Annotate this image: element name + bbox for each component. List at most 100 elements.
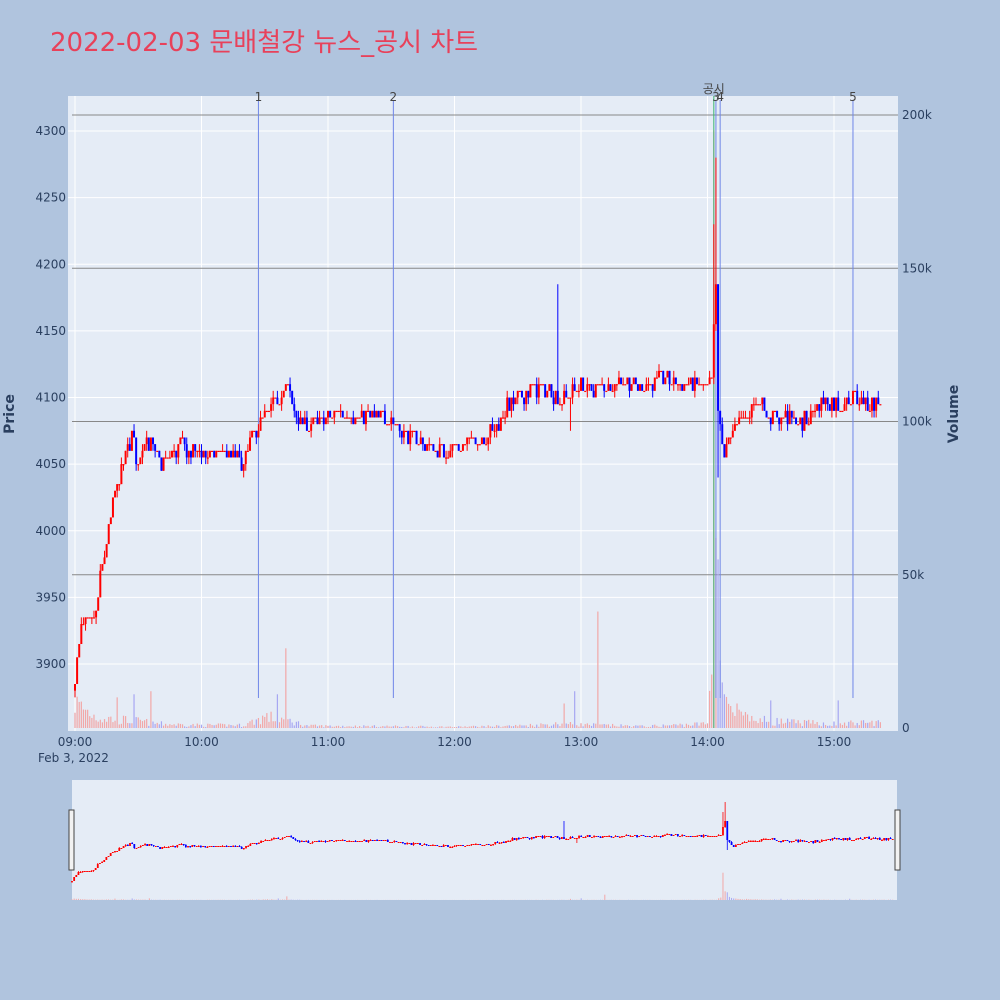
candle-body (367, 410, 370, 413)
volume-bar (171, 725, 173, 728)
candle-body (497, 424, 500, 431)
range-slider-right-handle[interactable] (894, 809, 901, 871)
candle-body (765, 410, 768, 418)
mini-volume-bar (743, 899, 745, 900)
volume-bar (696, 722, 698, 728)
volume-bar (101, 722, 104, 728)
range-slider[interactable] (72, 780, 897, 900)
volume-bar (692, 725, 694, 728)
volume-bar (793, 719, 795, 728)
mini-volume-bar (120, 899, 122, 900)
mini-candle (223, 846, 226, 847)
mini-candle (348, 841, 351, 842)
candle-body (506, 397, 509, 418)
candle-body (641, 384, 644, 391)
mini-candle (451, 847, 454, 848)
volume-bar (278, 722, 281, 728)
mini-candle (507, 841, 510, 842)
candle-body (639, 384, 642, 391)
candle-body (689, 377, 692, 385)
volume-bar (548, 726, 550, 728)
range-slider-left-handle[interactable] (68, 809, 75, 871)
candle-body (348, 417, 351, 419)
candle-body (286, 384, 289, 386)
mini-candle (539, 836, 542, 837)
volume-bar (784, 722, 787, 728)
mini-candle (696, 836, 699, 837)
candle-body (676, 384, 679, 386)
volume-bar (576, 725, 578, 728)
volume-bar (340, 727, 342, 728)
mini-candle (792, 841, 795, 842)
volume-bar (523, 725, 525, 728)
volume-bar (409, 727, 411, 728)
volume-bar (795, 723, 797, 728)
candle-body (681, 384, 684, 391)
candle-body (856, 390, 859, 405)
candle-body (329, 410, 332, 418)
candle-body (434, 450, 437, 452)
candle-body (278, 404, 281, 406)
mini-candle (631, 836, 634, 837)
mini-candle (565, 839, 568, 840)
candle-body (824, 397, 827, 405)
volume-bar (721, 682, 723, 728)
candle-body (324, 417, 327, 425)
candle-body (246, 450, 249, 452)
volume-bar (331, 726, 333, 728)
volume-bar (787, 718, 789, 728)
volume-bar (344, 727, 346, 728)
candle-body (552, 397, 555, 405)
mini-candle (438, 846, 441, 847)
candle-body (308, 430, 311, 433)
volume-bar (717, 559, 719, 728)
candle-body (160, 457, 163, 471)
volume-bar (534, 726, 536, 728)
candle-body (698, 384, 701, 386)
candle-body (97, 597, 100, 611)
volume-bar (477, 726, 479, 728)
volume-bar (169, 724, 171, 728)
volume-bar (846, 725, 848, 728)
candle-body (158, 450, 161, 458)
volume-bar (378, 727, 380, 728)
volume-bar (181, 724, 184, 728)
mini-volume-bar (750, 899, 752, 900)
candle-body (596, 384, 599, 386)
candle-body (738, 417, 741, 425)
mini-volume-bar (271, 899, 273, 900)
mini-candle (180, 844, 183, 845)
mini-candle (268, 840, 271, 841)
price-candles (74, 157, 882, 698)
volume-bar (875, 721, 877, 728)
candle-body (702, 384, 705, 386)
volume-bar (141, 721, 144, 728)
event-label: 공시 (703, 82, 725, 96)
candle-body (213, 450, 216, 458)
volume-bar (82, 709, 85, 728)
candle-body (603, 384, 606, 391)
volume-bar (879, 722, 881, 728)
mini-candle (537, 836, 540, 837)
candle-body (170, 450, 173, 458)
volume-bar (371, 725, 373, 728)
candle-body (816, 404, 819, 411)
volume-bar (120, 723, 122, 728)
mini-candle (361, 841, 363, 842)
volume-bar (500, 727, 502, 728)
chart-title: 2022-02-03 문배철강 뉴스_공시 차트 (50, 28, 479, 58)
mini-volume-bar (262, 899, 264, 900)
volume-bar (253, 724, 255, 728)
volume-bar (517, 726, 519, 728)
volume-bar (388, 726, 390, 728)
volume-bar (668, 725, 671, 728)
candle-body (331, 417, 334, 419)
volume-bar (217, 723, 219, 728)
candle-body (725, 444, 728, 458)
candle-body (183, 437, 186, 445)
volume-bar (143, 720, 146, 728)
event-label: 4 (716, 90, 724, 104)
mini-candle (745, 842, 748, 843)
volume-bar (403, 727, 405, 728)
